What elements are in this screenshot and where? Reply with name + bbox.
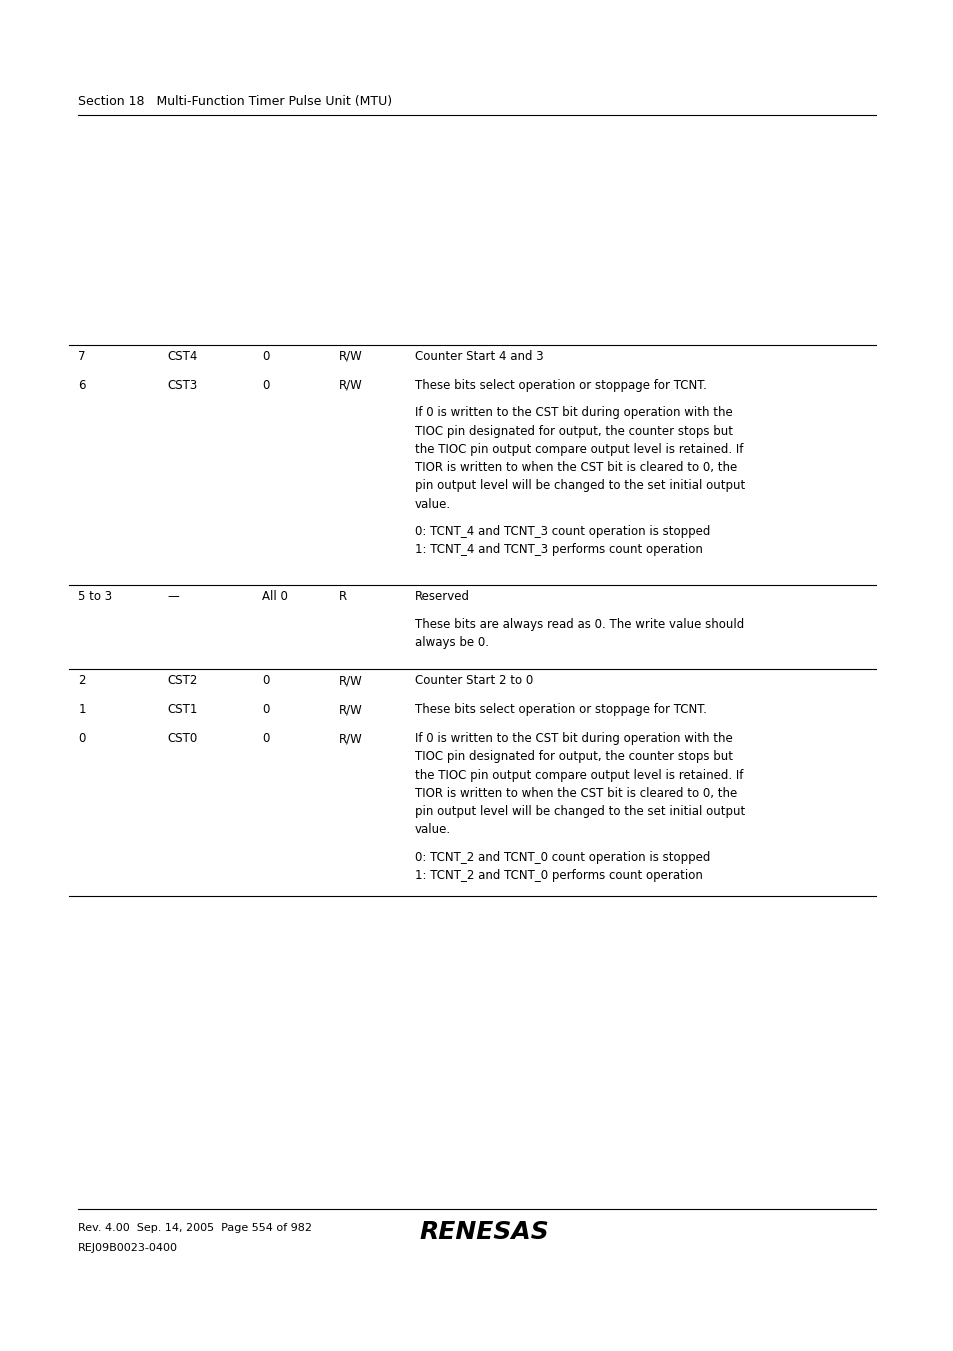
Text: —: —: [167, 590, 178, 604]
Text: 7: 7: [78, 350, 86, 363]
Text: CST2: CST2: [167, 674, 197, 688]
Text: RENESAS: RENESAS: [419, 1220, 549, 1244]
Text: pin output level will be changed to the set initial output: pin output level will be changed to the …: [415, 480, 744, 492]
Text: CST1: CST1: [167, 703, 197, 716]
Text: CST4: CST4: [167, 350, 197, 363]
Text: the TIOC pin output compare output level is retained. If: the TIOC pin output compare output level…: [415, 769, 742, 782]
Text: 0: 0: [262, 703, 270, 716]
Text: R/W: R/W: [338, 350, 362, 363]
Text: R/W: R/W: [338, 674, 362, 688]
Text: These bits select operation or stoppage for TCNT.: These bits select operation or stoppage …: [415, 378, 706, 392]
Text: 1: TCNT_2 and TCNT_0 performs count operation: 1: TCNT_2 and TCNT_0 performs count oper…: [415, 869, 702, 882]
Text: All 0: All 0: [262, 590, 288, 604]
Text: Counter Start 4 and 3: Counter Start 4 and 3: [415, 350, 543, 363]
Text: 0: 0: [78, 732, 86, 746]
Text: Rev. 4.00  Sep. 14, 2005  Page 554 of 982: Rev. 4.00 Sep. 14, 2005 Page 554 of 982: [78, 1223, 312, 1232]
Text: 0: TCNT_4 and TCNT_3 count operation is stopped: 0: TCNT_4 and TCNT_3 count operation is …: [415, 524, 710, 538]
Text: value.: value.: [415, 497, 451, 511]
Text: These bits select operation or stoppage for TCNT.: These bits select operation or stoppage …: [415, 703, 706, 716]
Text: CST3: CST3: [167, 378, 197, 392]
Text: These bits are always read as 0. The write value should: These bits are always read as 0. The wri…: [415, 617, 743, 631]
Text: always be 0.: always be 0.: [415, 636, 489, 648]
Text: R/W: R/W: [338, 732, 362, 746]
Text: R/W: R/W: [338, 378, 362, 392]
Text: Reserved: Reserved: [415, 590, 470, 604]
Text: 2: 2: [78, 674, 86, 688]
Text: 0: 0: [262, 732, 270, 746]
Text: 1: TCNT_4 and TCNT_3 performs count operation: 1: TCNT_4 and TCNT_3 performs count oper…: [415, 543, 702, 557]
Text: the TIOC pin output compare output level is retained. If: the TIOC pin output compare output level…: [415, 443, 742, 455]
Text: 0: 0: [262, 350, 270, 363]
Text: Section 18   Multi-Function Timer Pulse Unit (MTU): Section 18 Multi-Function Timer Pulse Un…: [78, 95, 392, 108]
Text: If 0 is written to the CST bit during operation with the: If 0 is written to the CST bit during op…: [415, 407, 732, 419]
Text: R: R: [338, 590, 347, 604]
Text: 0: TCNT_2 and TCNT_0 count operation is stopped: 0: TCNT_2 and TCNT_0 count operation is …: [415, 851, 710, 863]
Text: TIOR is written to when the CST bit is cleared to 0, the: TIOR is written to when the CST bit is c…: [415, 786, 737, 800]
Text: 0: 0: [262, 378, 270, 392]
Text: REJ09B0023-0400: REJ09B0023-0400: [78, 1243, 178, 1252]
Text: TIOR is written to when the CST bit is cleared to 0, the: TIOR is written to when the CST bit is c…: [415, 461, 737, 474]
Text: If 0 is written to the CST bit during operation with the: If 0 is written to the CST bit during op…: [415, 732, 732, 746]
Text: pin output level will be changed to the set initial output: pin output level will be changed to the …: [415, 805, 744, 819]
Text: TIOC pin designated for output, the counter stops but: TIOC pin designated for output, the coun…: [415, 750, 732, 763]
Text: CST0: CST0: [167, 732, 197, 746]
Text: 1: 1: [78, 703, 86, 716]
Text: 6: 6: [78, 378, 86, 392]
Text: 0: 0: [262, 674, 270, 688]
Text: Counter Start 2 to 0: Counter Start 2 to 0: [415, 674, 533, 688]
Text: R/W: R/W: [338, 703, 362, 716]
Text: 5 to 3: 5 to 3: [78, 590, 112, 604]
Text: value.: value.: [415, 823, 451, 836]
Text: TIOC pin designated for output, the counter stops but: TIOC pin designated for output, the coun…: [415, 424, 732, 438]
